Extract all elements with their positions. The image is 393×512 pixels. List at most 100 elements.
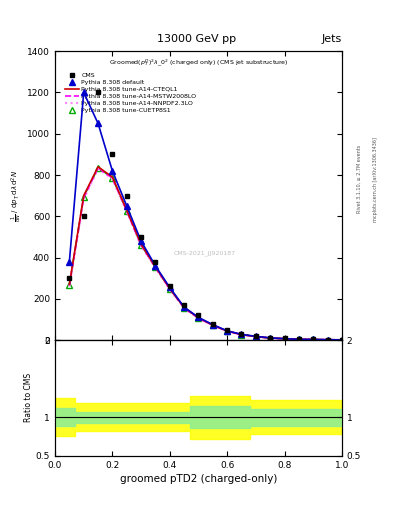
Pythia 8.308 tune-A14-MSTW2008LO [211,322,215,328]
Pythia 8.308 tune-A14-MSTW2008LO [110,175,115,181]
Pythia 8.308 tune-A14-CTEQL1 [239,331,244,337]
Pythia 8.308 tune-A14-CTEQL1 [167,286,172,292]
Pythia 8.308 tune-A14-CTEQL1 [67,281,72,287]
Pythia 8.308 tune-A14-CTEQL1 [196,315,201,321]
Pythia 8.308 default [282,335,287,342]
Pythia 8.308 tune-A14-NNPDF2.3LO [253,334,258,340]
X-axis label: groomed pTD2 (charged-only): groomed pTD2 (charged-only) [120,474,277,484]
Y-axis label: Ratio to CMS: Ratio to CMS [24,373,33,422]
CMS [282,335,287,342]
Pythia 8.308 tune-A14-MSTW2008LO [297,336,301,343]
Pythia 8.308 default [167,285,172,291]
Line: Pythia 8.308 tune-A14-MSTW2008LO: Pythia 8.308 tune-A14-MSTW2008LO [70,168,342,340]
CMS [196,312,201,318]
Pythia 8.308 default [340,337,344,343]
Pythia 8.308 tune-A14-MSTW2008LO [282,336,287,342]
Pythia 8.308 tune-A14-MSTW2008LO [125,208,129,214]
CMS [139,234,143,240]
Line: Pythia 8.308 tune-A14-NNPDF2.3LO: Pythia 8.308 tune-A14-NNPDF2.3LO [70,169,342,340]
Line: Pythia 8.308 tune-CUETP8S1: Pythia 8.308 tune-CUETP8S1 [66,165,345,343]
Pythia 8.308 tune-A14-MSTW2008LO [239,332,244,338]
Pythia 8.308 default [139,238,143,244]
Pythia 8.308 tune-CUETP8S1 [167,286,172,292]
Text: Jets: Jets [321,33,342,44]
CMS [182,302,187,308]
Pythia 8.308 default [225,328,230,334]
Pythia 8.308 tune-A14-CTEQL1 [81,193,86,199]
CMS [167,283,172,289]
Pythia 8.308 tune-A14-CTEQL1 [253,333,258,339]
Pythia 8.308 tune-A14-NNPDF2.3LO [125,209,129,215]
Pythia 8.308 tune-A14-CTEQL1 [325,336,330,343]
Pythia 8.308 default [96,120,101,126]
Pythia 8.308 tune-A14-MSTW2008LO [96,165,101,171]
CMS [125,193,129,199]
Pythia 8.308 tune-A14-CTEQL1 [125,207,129,213]
Line: Pythia 8.308 default: Pythia 8.308 default [66,90,345,343]
CMS [297,336,301,342]
Pythia 8.308 tune-A14-MSTW2008LO [153,264,158,270]
CMS [325,336,330,343]
Text: 13000 GeV pp: 13000 GeV pp [157,33,236,44]
Pythia 8.308 default [325,336,330,343]
Pythia 8.308 default [67,259,72,265]
Text: mcplots.cern.ch [arXiv:1306.3436]: mcplots.cern.ch [arXiv:1306.3436] [373,137,378,222]
Pythia 8.308 tune-A14-MSTW2008LO [196,315,201,322]
Text: CMS-2021_JJ920187: CMS-2021_JJ920187 [173,250,235,257]
CMS [67,275,72,281]
Pythia 8.308 tune-A14-MSTW2008LO [139,242,143,248]
Pythia 8.308 default [182,304,187,310]
Pythia 8.308 tune-A14-CTEQL1 [282,335,287,342]
Pythia 8.308 tune-A14-CTEQL1 [211,322,215,328]
Line: CMS: CMS [67,90,344,343]
Pythia 8.308 tune-A14-NNPDF2.3LO [311,336,316,343]
Pythia 8.308 tune-A14-CTEQL1 [96,164,101,170]
Pythia 8.308 tune-A14-NNPDF2.3LO [268,335,273,341]
Pythia 8.308 tune-A14-NNPDF2.3LO [96,166,101,172]
Pythia 8.308 tune-A14-CTEQL1 [153,264,158,270]
Pythia 8.308 tune-CUETP8S1 [139,242,143,248]
Pythia 8.308 default [81,90,86,96]
Pythia 8.308 tune-CUETP8S1 [211,322,215,328]
Text: Rivet 3.1.10, ≥ 2.7M events: Rivet 3.1.10, ≥ 2.7M events [357,145,362,214]
CMS [311,336,316,343]
Pythia 8.308 tune-A14-MSTW2008LO [225,328,230,334]
Y-axis label: $\frac{1}{\mathrm{d}N}$ / $\mathrm{d}p_T\,\mathrm{d}\lambda\,\mathrm{d}^2N$: $\frac{1}{\mathrm{d}N}$ / $\mathrm{d}p_T… [10,169,24,222]
CMS [211,321,215,327]
Pythia 8.308 tune-CUETP8S1 [96,165,101,171]
Pythia 8.308 default [239,331,244,337]
Pythia 8.308 tune-A14-NNPDF2.3LO [153,265,158,271]
Pythia 8.308 tune-CUETP8S1 [67,282,72,288]
Pythia 8.308 default [211,322,215,328]
Pythia 8.308 tune-A14-MSTW2008LO [167,286,172,292]
Pythia 8.308 tune-A14-NNPDF2.3LO [139,243,143,249]
Pythia 8.308 tune-A14-NNPDF2.3LO [110,176,115,182]
Pythia 8.308 tune-CUETP8S1 [182,305,187,311]
CMS [96,90,101,96]
CMS [110,152,115,158]
Pythia 8.308 tune-A14-NNPDF2.3LO [340,337,344,343]
CMS [153,259,158,265]
Pythia 8.308 tune-CUETP8S1 [268,335,273,341]
Pythia 8.308 tune-CUETP8S1 [125,208,129,214]
Pythia 8.308 tune-A14-NNPDF2.3LO [239,332,244,338]
Pythia 8.308 tune-CUETP8S1 [81,194,86,200]
Pythia 8.308 tune-CUETP8S1 [253,333,258,339]
Pythia 8.308 tune-CUETP8S1 [311,336,316,343]
Pythia 8.308 tune-A14-MSTW2008LO [325,336,330,343]
Pythia 8.308 tune-A14-NNPDF2.3LO [297,336,301,343]
Pythia 8.308 tune-CUETP8S1 [325,336,330,343]
Pythia 8.308 default [196,314,201,321]
Pythia 8.308 tune-A14-MSTW2008LO [81,195,86,201]
Pythia 8.308 tune-A14-NNPDF2.3LO [81,196,86,202]
Pythia 8.308 tune-A14-NNPDF2.3LO [182,305,187,311]
Pythia 8.308 tune-CUETP8S1 [297,336,301,343]
CMS [340,337,344,343]
Pythia 8.308 default [125,203,129,209]
Pythia 8.308 tune-CUETP8S1 [110,175,115,181]
Pythia 8.308 tune-A14-NNPDF2.3LO [211,323,215,329]
Pythia 8.308 default [110,168,115,174]
Pythia 8.308 default [253,333,258,339]
Pythia 8.308 tune-CUETP8S1 [153,264,158,270]
Pythia 8.308 default [311,336,316,343]
